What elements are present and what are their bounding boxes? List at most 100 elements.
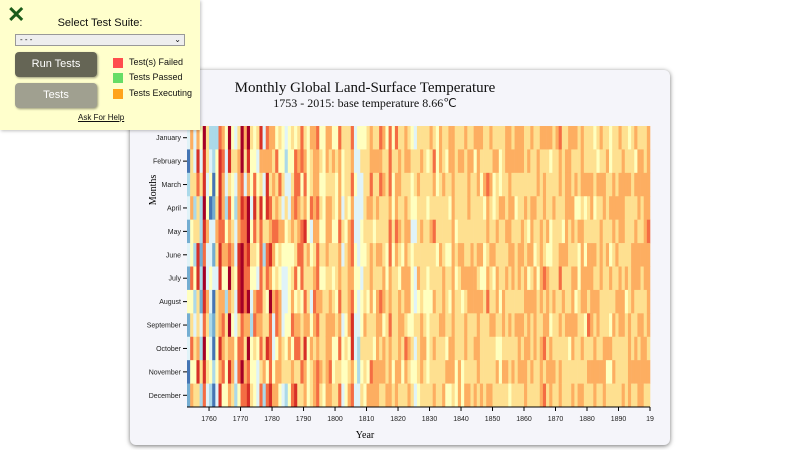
- heatmap-cell: [561, 149, 566, 174]
- heatmap-cell: [297, 360, 301, 384]
- heatmap-cell: [461, 172, 465, 197]
- heatmap-cell: [212, 383, 216, 408]
- heatmap-cell: [416, 172, 421, 197]
- heatmap-cell: [284, 313, 289, 338]
- heatmap-cell: [369, 336, 374, 361]
- heatmap-cell: [492, 196, 496, 220]
- heatmap-cell: [278, 172, 282, 197]
- heatmap-cell: [319, 149, 323, 174]
- heatmap-cell: [549, 196, 553, 220]
- heatmap-cell: [224, 336, 229, 361]
- heatmap-cell: [259, 360, 263, 384]
- heatmap-cell: [388, 219, 393, 244]
- heatmap-cell: [571, 219, 575, 244]
- heatmap-cell: [574, 313, 578, 338]
- heatmap-cell: [618, 336, 622, 361]
- heatmap-cell: [498, 360, 503, 384]
- heatmap-cell: [501, 172, 506, 197]
- heatmap-cell: [303, 126, 307, 150]
- heatmap-cell: [524, 196, 528, 220]
- heatmap-cell: [234, 126, 238, 150]
- heatmap-cell: [382, 196, 386, 220]
- heatmap-cell: [391, 313, 396, 338]
- heatmap-cell: [205, 289, 210, 314]
- heatmap-cell: [249, 172, 254, 197]
- heatmap-cell: [237, 196, 241, 220]
- heatmap-cell: [542, 336, 547, 361]
- heatmap-cell: [530, 126, 534, 150]
- heatmap-cell: [385, 172, 389, 197]
- heatmap-cell: [643, 126, 648, 150]
- heatmap-cell: [290, 219, 295, 244]
- heatmap-cell: [290, 149, 295, 174]
- x-icon[interactable]: ✕: [7, 2, 26, 27]
- heatmap-cell: [634, 383, 638, 408]
- heatmap-cell: [624, 360, 629, 384]
- heatmap-cell: [382, 243, 386, 267]
- heatmap-cell: [646, 172, 651, 197]
- run-tests-button[interactable]: Run Tests: [15, 52, 97, 77]
- heatmap-cell: [574, 196, 578, 220]
- test-suite-select[interactable]: - - - ⌄: [15, 34, 185, 46]
- heatmap-cell: [596, 289, 600, 314]
- heatmap-cell: [423, 266, 427, 291]
- heatmap-cell: [256, 172, 260, 197]
- heatmap-cell: [527, 219, 531, 244]
- heatmap-cell: [438, 219, 443, 244]
- heatmap-cell: [312, 219, 317, 244]
- heatmap-cell: [275, 289, 279, 314]
- heatmap-cell: [335, 196, 339, 220]
- heatmap-cell: [268, 313, 273, 338]
- heatmap-cell: [621, 289, 626, 314]
- heatmap-cell: [467, 126, 471, 150]
- heatmap-cell: [599, 149, 604, 174]
- heatmap-cell: [360, 336, 364, 361]
- heatmap-cell: [505, 360, 509, 384]
- heatmap-cell: [357, 172, 361, 197]
- heatmap-cell: [627, 360, 632, 384]
- heatmap-cell: [224, 383, 229, 408]
- heatmap-cell: [495, 289, 500, 314]
- heatmap-cell: [627, 289, 632, 314]
- heatmap-cell: [224, 149, 229, 174]
- heatmap-cell: [202, 196, 207, 220]
- heatmap-cell: [637, 149, 641, 174]
- ask-for-help-link[interactable]: Ask For Help: [78, 113, 125, 122]
- heatmap-cell: [256, 336, 260, 361]
- heatmap-cell: [533, 126, 537, 150]
- heatmap-cell: [593, 383, 597, 408]
- heatmap-cell: [624, 126, 629, 150]
- heatmap-cell: [281, 289, 285, 314]
- tests-button[interactable]: Tests: [15, 83, 97, 108]
- heatmap-cell: [429, 219, 433, 244]
- heatmap-cell: [231, 243, 235, 267]
- heatmap-cell: [539, 196, 544, 220]
- heatmap-cell: [341, 196, 345, 220]
- heatmap-cell: [429, 289, 433, 314]
- heatmap-cell: [413, 336, 418, 361]
- heatmap-cell: [294, 383, 298, 408]
- heatmap-cell: [568, 383, 572, 408]
- heatmap-cell: [451, 149, 456, 174]
- heatmap-cell: [618, 289, 622, 314]
- heatmap-cell: [533, 149, 537, 174]
- heatmap-cell: [259, 219, 263, 244]
- heatmap-cell: [501, 219, 506, 244]
- heatmap-cell: [272, 336, 276, 361]
- heatmap-cell: [609, 360, 613, 384]
- heatmap-cell: [331, 172, 336, 197]
- x-tick-label: 1770: [233, 416, 249, 423]
- heatmap-cell: [240, 243, 244, 267]
- heatmap-cell: [520, 126, 525, 150]
- heatmap-cell: [401, 360, 405, 384]
- heatmap-cell: [445, 383, 449, 408]
- heatmap-cell: [580, 336, 585, 361]
- heatmap-cell: [561, 126, 566, 150]
- heatmap-cell: [253, 360, 257, 384]
- heatmap-cell: [196, 336, 200, 361]
- heatmap-cell: [609, 336, 613, 361]
- heatmap-cell: [335, 266, 339, 291]
- heatmap-cell: [316, 313, 320, 338]
- heatmap-cell: [416, 266, 421, 291]
- heatmap-cell: [231, 289, 235, 314]
